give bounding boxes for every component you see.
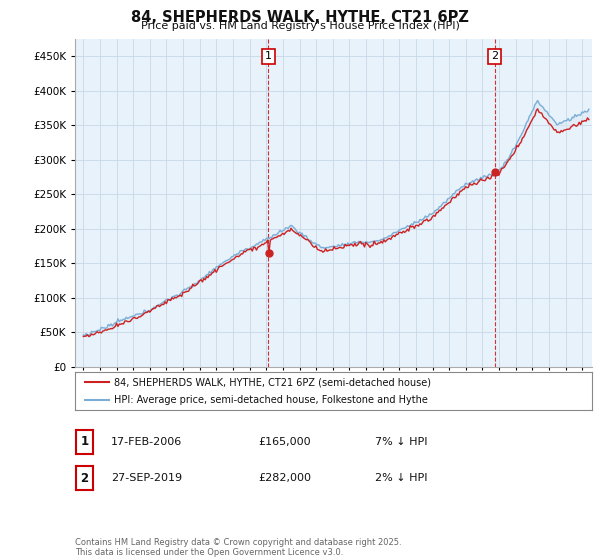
Text: 2% ↓ HPI: 2% ↓ HPI — [375, 473, 427, 483]
Text: 1: 1 — [265, 52, 272, 62]
Text: £165,000: £165,000 — [258, 437, 311, 447]
Text: 7% ↓ HPI: 7% ↓ HPI — [375, 437, 427, 447]
Text: 17-FEB-2006: 17-FEB-2006 — [111, 437, 182, 447]
Text: HPI: Average price, semi-detached house, Folkestone and Hythe: HPI: Average price, semi-detached house,… — [114, 395, 428, 405]
Text: Contains HM Land Registry data © Crown copyright and database right 2025.
This d: Contains HM Land Registry data © Crown c… — [75, 538, 401, 557]
Text: 84, SHEPHERDS WALK, HYTHE, CT21 6PZ: 84, SHEPHERDS WALK, HYTHE, CT21 6PZ — [131, 10, 469, 25]
Text: Price paid vs. HM Land Registry's House Price Index (HPI): Price paid vs. HM Land Registry's House … — [140, 21, 460, 31]
Text: 2: 2 — [491, 52, 499, 62]
Text: 2: 2 — [80, 472, 89, 485]
Text: 1: 1 — [80, 435, 89, 449]
Text: 84, SHEPHERDS WALK, HYTHE, CT21 6PZ (semi-detached house): 84, SHEPHERDS WALK, HYTHE, CT21 6PZ (sem… — [114, 377, 431, 387]
Text: £282,000: £282,000 — [258, 473, 311, 483]
Text: 27-SEP-2019: 27-SEP-2019 — [111, 473, 182, 483]
